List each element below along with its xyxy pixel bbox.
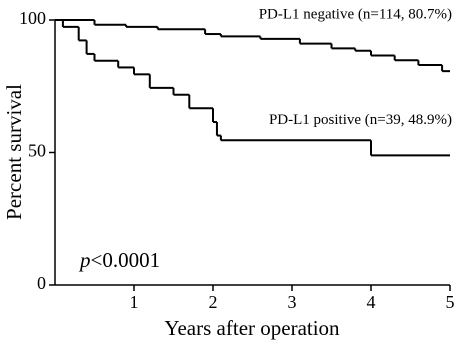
series-label: PD-L1 negative (n=114, 80.7%) <box>259 7 452 23</box>
y-axis-title: Percent survival <box>2 84 26 220</box>
p-symbol: p <box>78 248 91 272</box>
x-tick-label: 4 <box>367 292 376 312</box>
y-tick-label: 50 <box>28 141 46 161</box>
p-text: <0.0001 <box>91 248 161 272</box>
x-tick-label: 2 <box>209 292 218 312</box>
series-label: PD-L1 positive (n=39, 48.9%) <box>269 112 452 128</box>
x-tick-label: 1 <box>130 292 139 312</box>
y-tick-label: 0 <box>37 273 46 293</box>
y-tick-label: 100 <box>19 8 46 28</box>
x-tick-label: 5 <box>446 292 455 312</box>
x-axis-title: Years after operation <box>164 316 340 340</box>
p-value: p<0.0001 <box>78 248 160 272</box>
x-tick-label: 3 <box>288 292 297 312</box>
